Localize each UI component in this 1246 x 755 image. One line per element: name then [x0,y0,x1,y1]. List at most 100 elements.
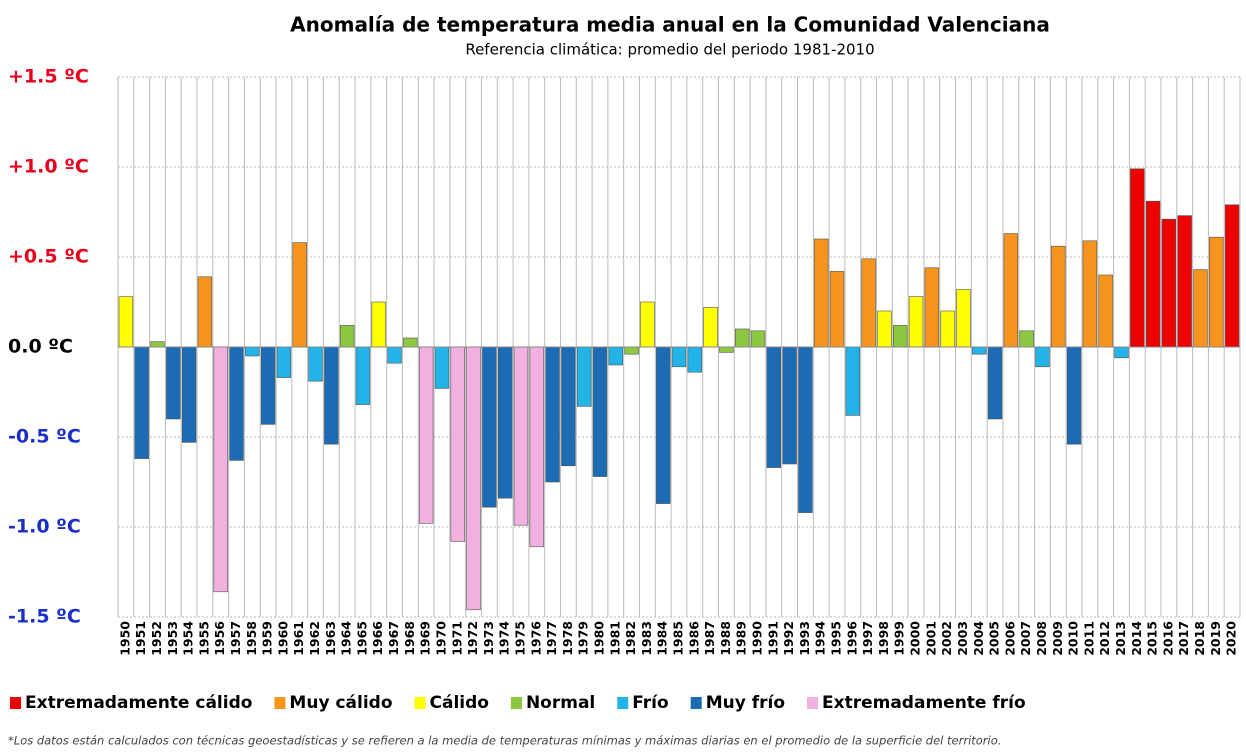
bar [592,346,608,477]
x-tick-label: 1962 [307,621,322,656]
bar [403,337,418,348]
x-tick-label: 1956 [212,621,227,656]
x-tick-label: 1960 [275,621,290,656]
bar [940,310,955,348]
bar [1161,218,1177,348]
bar [1019,330,1034,348]
legend-label: Muy frío [706,693,785,713]
bar [782,346,797,465]
y-tick-label: +1.5 ºC [8,66,89,88]
bar [987,346,1003,420]
bar [245,346,260,357]
bar [450,346,465,542]
x-tick-label: 1952 [149,621,164,656]
bar [1082,240,1098,348]
x-tick-label: 2004 [971,621,986,656]
legend-swatch [807,697,818,709]
bar [1098,274,1113,348]
bar [292,242,307,348]
bar [561,346,576,467]
x-tick-label: 2001 [923,621,938,656]
bar [624,346,639,355]
legend-swatch [690,697,702,709]
bar [956,289,971,348]
x-tick-label: 1963 [323,621,338,656]
x-tick-label: 2020 [1224,621,1239,656]
x-tick-label: 2010 [1066,621,1081,656]
x-tick-label: 1964 [339,621,354,656]
legend-label: Muy cálido [289,693,392,713]
x-tick-label: 1982 [623,621,638,656]
y-tick-label: -1.0 ºC [8,516,81,538]
bar [1177,215,1192,348]
x-tick-label: 1983 [639,621,654,656]
bar [118,296,134,348]
bar [324,346,339,445]
x-tick-label: 2013 [1113,621,1128,656]
x-tick-label: 1975 [512,621,527,656]
x-tick-label: 1950 [117,621,132,656]
bar [213,346,228,593]
legend-swatch [510,697,522,709]
bar [1066,346,1082,445]
x-tick-label: 1998 [876,621,891,656]
bar [260,346,276,425]
bar [735,328,750,348]
bar [924,267,940,348]
bar [703,307,718,348]
x-tick-label: 2019 [1208,621,1223,656]
y-tick-label: +1.0 ºC [8,156,89,178]
bar [1130,168,1145,348]
x-tick-label: 1969 [418,621,433,656]
bar [893,325,908,348]
x-tick-label: 2016 [1160,621,1175,656]
x-tick-label: 1988 [718,621,733,656]
bar [861,258,876,348]
legend-label: Cálido [430,693,489,713]
y-tick-label: +0.5 ºC [8,246,89,268]
bar [1051,245,1066,348]
x-tick-label: 1992 [781,621,796,656]
x-tick-label: 1957 [228,621,243,656]
y-tick-label: -0.5 ºC [8,426,81,448]
bar [181,346,197,443]
bar [1114,346,1129,359]
x-tick-label: 1973 [481,621,496,656]
bar [387,346,402,364]
x-tick-label: 1989 [734,621,749,656]
bar [355,346,371,405]
legend-label: Extremadamente cálido [25,693,252,713]
bar [150,341,165,348]
legend-swatch [617,697,629,709]
x-tick-label: 2014 [1129,621,1144,656]
legend-label: Extremadamente frío [822,693,1026,713]
bar [545,346,560,483]
bar [197,276,213,348]
x-tick-label: 1980 [591,621,606,656]
y-tick-label: 0.0 ºC [8,336,73,358]
x-tick-label: 2006 [1002,621,1017,656]
x-tick-label: 1976 [528,621,543,656]
x-tick-label: 1970 [433,621,448,656]
bar [719,346,734,353]
bar [640,301,655,348]
footnote: *Los datos están calculados con técnicas… [8,734,1001,748]
bar [513,346,529,526]
x-tick-label: 1995 [829,621,844,656]
x-tick-label: 1997 [860,621,875,656]
x-tick-label: 1967 [386,621,401,656]
bar [276,346,292,378]
chart-title: Anomalía de temperatura media anual en l… [290,13,1050,37]
x-tick-label: 2002 [939,621,954,656]
x-tick-label: 1971 [449,621,464,656]
x-tick-label: 1981 [607,621,622,656]
x-tick-label: 2009 [1050,621,1065,656]
legend-swatch [274,697,286,709]
x-tick-label: 2003 [955,621,970,656]
bar [1209,236,1224,348]
bar [972,346,987,355]
bar [308,346,323,382]
x-tick-label: 1994 [813,621,828,656]
x-tick-label: 2012 [1097,621,1112,656]
x-tick-label: 1977 [544,621,559,656]
